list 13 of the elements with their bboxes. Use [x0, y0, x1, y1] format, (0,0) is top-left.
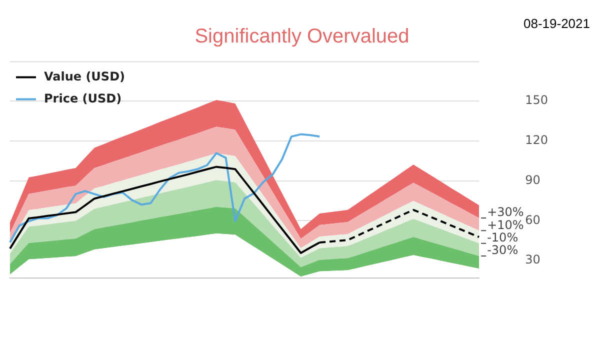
- legend-label: Value (USD): [44, 69, 126, 84]
- series-label: -30%: [487, 243, 518, 258]
- text: 08-19-2021: [524, 16, 590, 32]
- y-tick-label: 120: [525, 133, 548, 148]
- series-label: +10%: [487, 218, 524, 232]
- series-label: -10%: [487, 230, 518, 245]
- y-tick-label: 90: [525, 172, 540, 187]
- y-tick-label: 60: [525, 212, 540, 227]
- legend-label: Price (USD): [44, 91, 122, 106]
- y-tick-label: 30: [525, 252, 540, 267]
- series-label: +30%: [487, 205, 524, 220]
- y-tick-label: 150: [525, 93, 548, 108]
- chart-title: Significantly Overvalued: [194, 26, 410, 48]
